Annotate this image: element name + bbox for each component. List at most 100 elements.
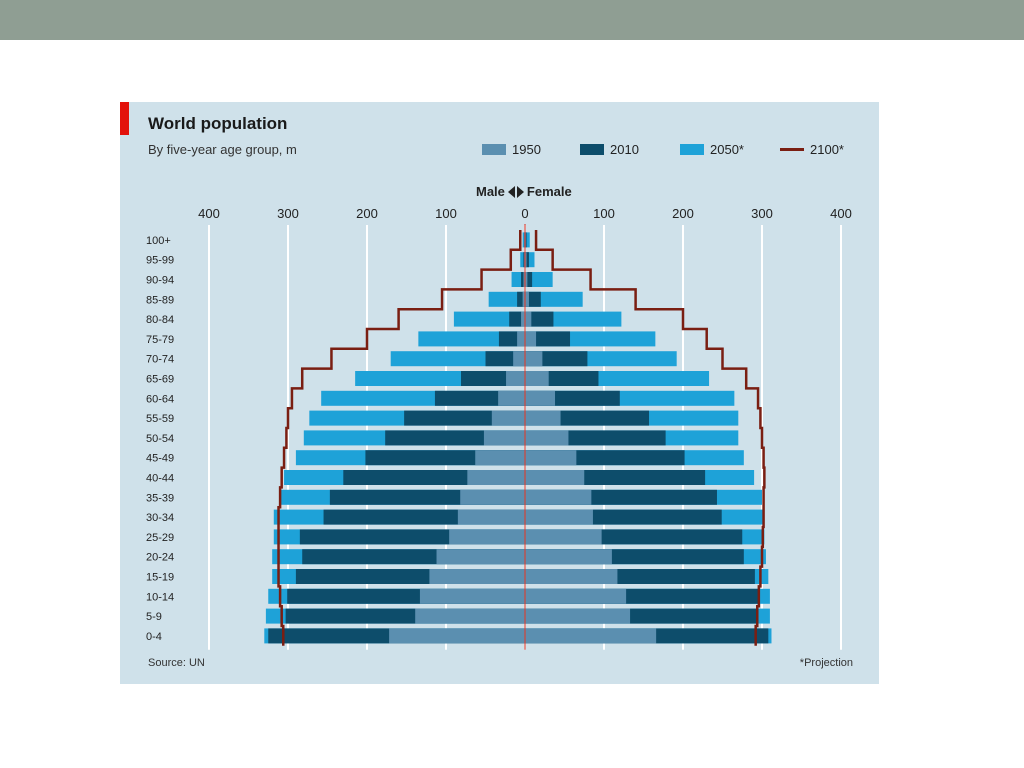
bar-female-1950 xyxy=(525,549,612,565)
bar-male-1950 xyxy=(498,390,525,406)
bar-female-2010 xyxy=(525,331,571,347)
bar-female-1950 xyxy=(525,331,537,347)
x-tick-label: 100 xyxy=(435,206,457,221)
bar-male-1950 xyxy=(513,351,525,367)
bar-male-2010 xyxy=(517,291,525,307)
bar-male-1950 xyxy=(460,489,525,505)
bar-female-2050 xyxy=(525,232,530,248)
bar-male-2050 xyxy=(453,311,525,327)
x-tick-label: 400 xyxy=(830,206,852,221)
age-group-label: 30-34 xyxy=(146,512,174,524)
bar-male-1950 xyxy=(517,331,525,347)
bar-female-1950 xyxy=(525,608,631,624)
x-tick-label: 300 xyxy=(751,206,773,221)
bar-male-2050 xyxy=(418,331,525,347)
age-group-label: 35-39 xyxy=(146,492,174,504)
age-group-label: 90-94 xyxy=(146,275,174,287)
age-group-label: 40-44 xyxy=(146,473,174,485)
bar-female-1950 xyxy=(525,569,618,584)
bar-female-2010 xyxy=(525,252,529,268)
age-group-label: 95-99 xyxy=(146,255,174,267)
bar-female-2010 xyxy=(525,311,554,327)
legend-label-2100: 2100* xyxy=(810,142,844,157)
legend-item-2010: 2010 xyxy=(580,142,639,157)
bar-female-1950 xyxy=(525,371,549,386)
bar-male-1950 xyxy=(415,608,525,624)
bar-female-1950 xyxy=(525,311,532,327)
age-group-label: 20-24 xyxy=(146,552,174,564)
bar-female-1950 xyxy=(525,272,528,287)
age-group-label: 60-64 xyxy=(146,393,174,405)
bar-male-1950 xyxy=(483,430,525,446)
bar-male-2010 xyxy=(521,272,525,287)
age-group-label: 50-54 xyxy=(146,433,174,445)
bar-male-1950 xyxy=(523,272,525,287)
bar-female-1950 xyxy=(525,351,543,367)
bar-female-2010 xyxy=(525,272,533,287)
age-group-label: 100+ xyxy=(146,235,171,247)
bar-male-1950 xyxy=(419,588,525,604)
chart-subtitle: By five-year age group, m xyxy=(148,142,297,157)
x-tick-label: 100 xyxy=(593,206,615,221)
x-tick-label: 400 xyxy=(198,206,220,221)
age-group-label: 25-29 xyxy=(146,532,174,544)
legend-swatch-1950 xyxy=(482,144,506,155)
legend-label-2050: 2050* xyxy=(710,142,744,157)
bar-female-1950 xyxy=(525,291,529,307)
bar-male-1950 xyxy=(521,311,525,327)
bar-female-1950 xyxy=(525,430,569,446)
bar-male-1950 xyxy=(475,450,525,466)
bar-male-2050 xyxy=(522,232,525,248)
bar-male-1950 xyxy=(491,410,525,426)
male-label: Male xyxy=(476,184,505,199)
x-tick-label: 200 xyxy=(356,206,378,221)
age-group-label: 10-14 xyxy=(146,591,174,603)
bar-female-1950 xyxy=(525,489,592,505)
bar-male-1950 xyxy=(449,529,525,545)
source-note: Source: UN xyxy=(148,657,205,669)
bar-male-1950 xyxy=(506,371,525,386)
x-tick-label: 200 xyxy=(672,206,694,221)
bar-female-1950 xyxy=(525,470,585,485)
bar-female-1950 xyxy=(525,509,593,525)
age-group-label: 5-9 xyxy=(146,611,162,623)
gender-header: Male Female xyxy=(476,184,572,199)
red-accent-tab xyxy=(120,102,129,135)
age-group-label: 0-4 xyxy=(146,631,162,643)
age-group-label: 70-74 xyxy=(146,354,174,366)
population-pyramid-chart: 400 300 200 100 0 100 200 300 400 100+ 95-99 90-94 8… xyxy=(146,206,852,650)
bar-male-1950 xyxy=(429,569,525,584)
line-2100-female xyxy=(534,230,766,646)
line-2100-male xyxy=(277,230,522,646)
bar-female-1950 xyxy=(525,390,556,406)
bar-male-1950 xyxy=(389,628,525,644)
slide-top-bar xyxy=(0,0,1024,40)
legend-label-1950: 1950 xyxy=(512,142,541,157)
legend-item-1950: 1950 xyxy=(482,142,541,157)
bar-female-1950 xyxy=(525,410,561,426)
legend-label-2010: 2010 xyxy=(610,142,639,157)
age-group-label: 65-69 xyxy=(146,374,174,386)
age-group-label: 15-19 xyxy=(146,572,174,584)
bar-female-1950 xyxy=(525,588,627,604)
age-group-label: 85-89 xyxy=(146,294,174,306)
bar-male-2050 xyxy=(488,291,525,307)
legend-item-2050: 2050* xyxy=(680,142,744,157)
bar-female-1950 xyxy=(525,252,527,268)
bar-male-1950 xyxy=(457,509,525,525)
bar-female-1950 xyxy=(525,450,577,466)
bar-male-1950 xyxy=(522,291,525,307)
age-group-label: 80-84 xyxy=(146,314,174,326)
chart-title: World population xyxy=(148,114,288,133)
age-group-label: 45-49 xyxy=(146,453,174,465)
bar-male-1950 xyxy=(436,549,525,565)
x-tick-label: 300 xyxy=(277,206,299,221)
legend-swatch-2010 xyxy=(580,144,604,155)
split-arrows-icon xyxy=(507,185,524,198)
projection-note: *Projection xyxy=(799,657,853,669)
age-group-label: 75-79 xyxy=(146,334,174,346)
bar-female-1950 xyxy=(525,529,602,545)
chart-panel: World population By five-year age group,… xyxy=(120,102,879,684)
x-tick-label: 0 xyxy=(521,206,528,221)
legend-item-2100: 2100* xyxy=(780,142,844,157)
